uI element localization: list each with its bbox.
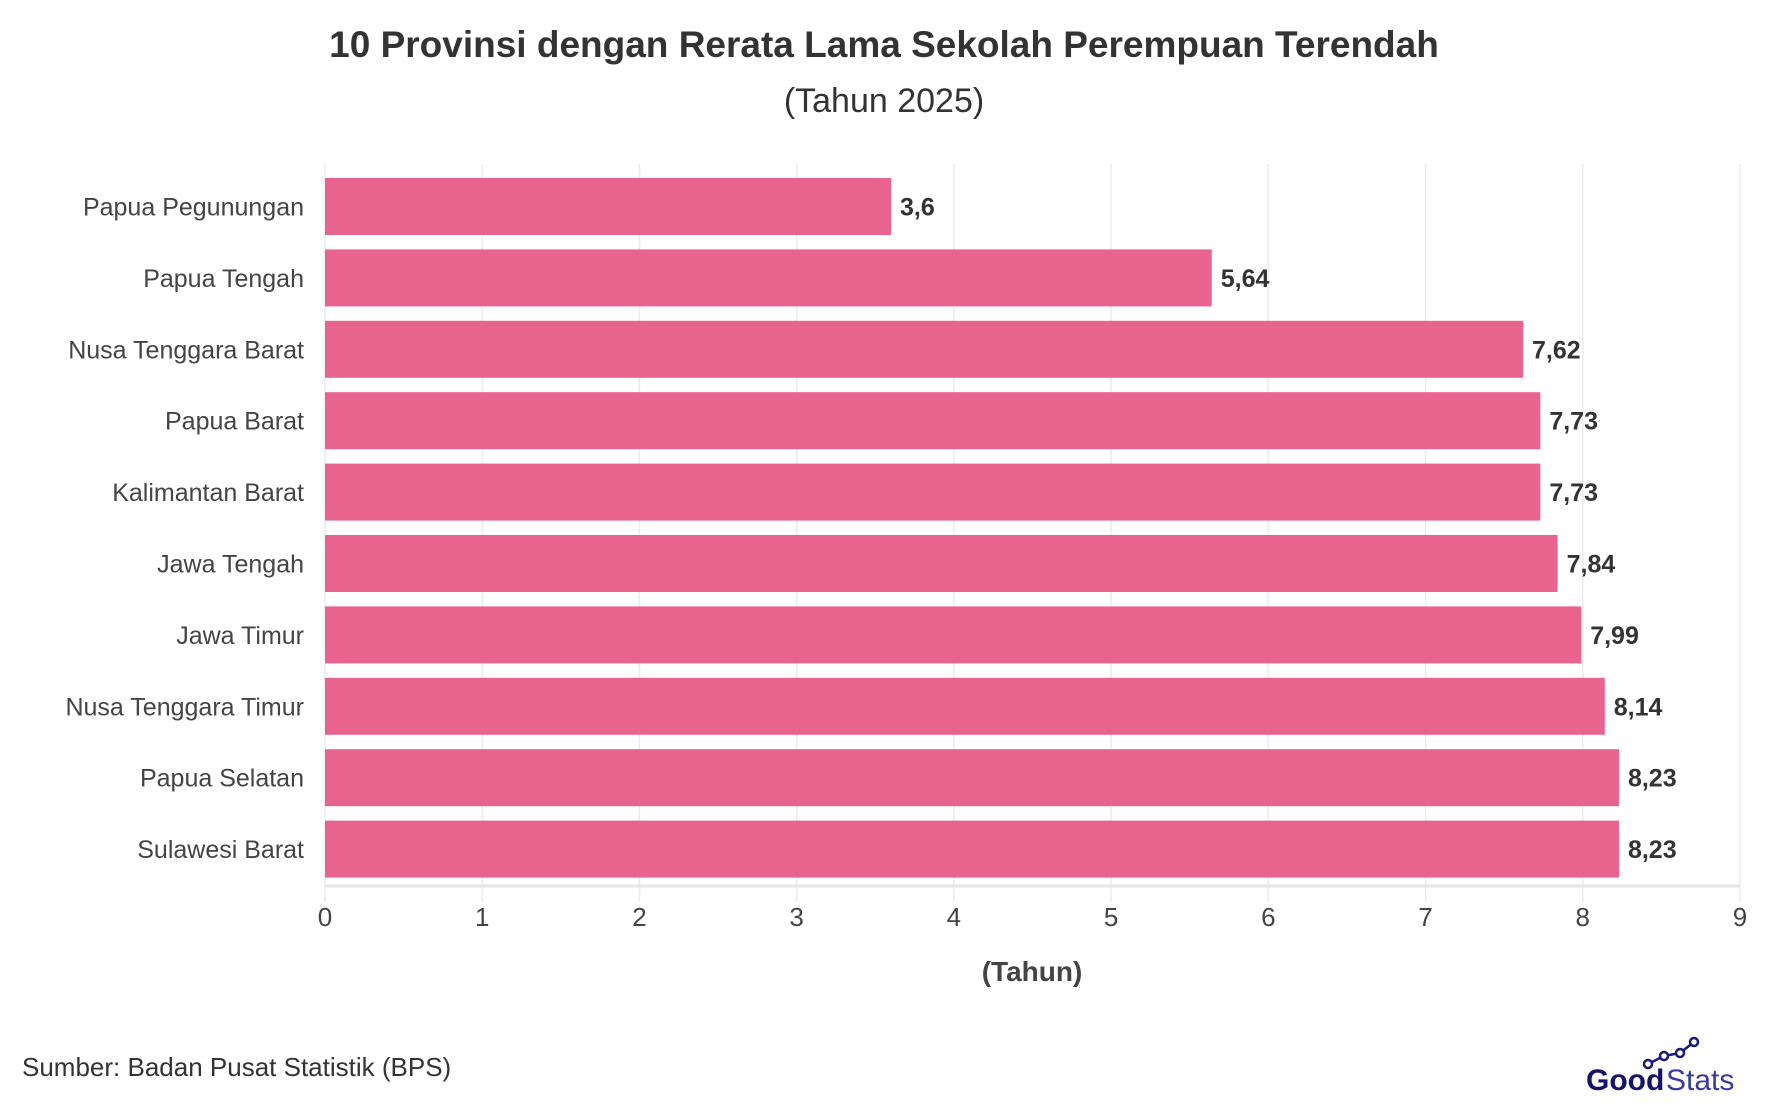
- x-tick-label: 2: [632, 902, 646, 932]
- data-label: 5,64: [1221, 265, 1270, 293]
- bar: [325, 820, 1619, 878]
- x-tick-label: 3: [789, 902, 803, 932]
- x-axis-title: (Tahun): [982, 956, 1083, 987]
- bar: [325, 320, 1524, 378]
- bar: [325, 392, 1541, 450]
- x-tick-label: 7: [1418, 902, 1432, 932]
- y-tick-label: Nusa Tenggara Timur: [65, 693, 304, 721]
- x-tick-label: 1: [475, 902, 489, 932]
- bar: [325, 535, 1558, 592]
- data-label: 8,14: [1614, 693, 1663, 721]
- y-tick-label: Papua Tengah: [143, 265, 304, 293]
- bar: [325, 178, 891, 235]
- y-tick-label: Kalimantan Barat: [112, 479, 304, 507]
- y-tick-label: Papua Barat: [165, 408, 304, 436]
- x-tick-label: 9: [1733, 902, 1747, 932]
- source-note: Sumber: Badan Pusat Statistik (BPS): [22, 1052, 452, 1082]
- chart-title: 10 Provinsi dengan Rerata Lama Sekolah P…: [329, 24, 1439, 65]
- svg-text:Stats: Stats: [1666, 1064, 1734, 1096]
- y-tick-label: Jawa Tengah: [157, 551, 304, 579]
- bar: [325, 463, 1541, 521]
- x-tick-label: 0: [318, 902, 332, 932]
- data-label: 8,23: [1628, 836, 1677, 864]
- y-tick-label: Papua Selatan: [140, 765, 304, 793]
- data-label: 7,73: [1549, 408, 1598, 436]
- y-tick-label: Jawa Timur: [176, 622, 304, 650]
- x-tick-label: 5: [1104, 902, 1118, 932]
- y-tick-label: Sulawesi Barat: [137, 836, 304, 864]
- bar: [325, 249, 1212, 307]
- bar: [325, 677, 1605, 735]
- chart-subtitle: (Tahun 2025): [783, 82, 985, 120]
- y-tick-label: Nusa Tenggara Barat: [68, 336, 304, 364]
- bar: [325, 606, 1582, 664]
- goodstats-logo: Good Stats: [1586, 1036, 1756, 1101]
- data-label: 3,6: [900, 194, 935, 222]
- data-label: 7,62: [1532, 336, 1581, 364]
- x-tick-label: 8: [1576, 902, 1590, 932]
- y-tick-label: Papua Pegunungan: [83, 194, 304, 222]
- data-label: 7,84: [1567, 551, 1616, 579]
- bar: [325, 749, 1619, 807]
- x-tick-label: 4: [947, 902, 961, 932]
- x-tick-label: 6: [1261, 902, 1275, 932]
- data-label: 8,23: [1628, 765, 1677, 793]
- svg-text:Good: Good: [1586, 1064, 1664, 1096]
- data-label: 7,99: [1590, 622, 1639, 650]
- data-label: 7,73: [1549, 479, 1598, 507]
